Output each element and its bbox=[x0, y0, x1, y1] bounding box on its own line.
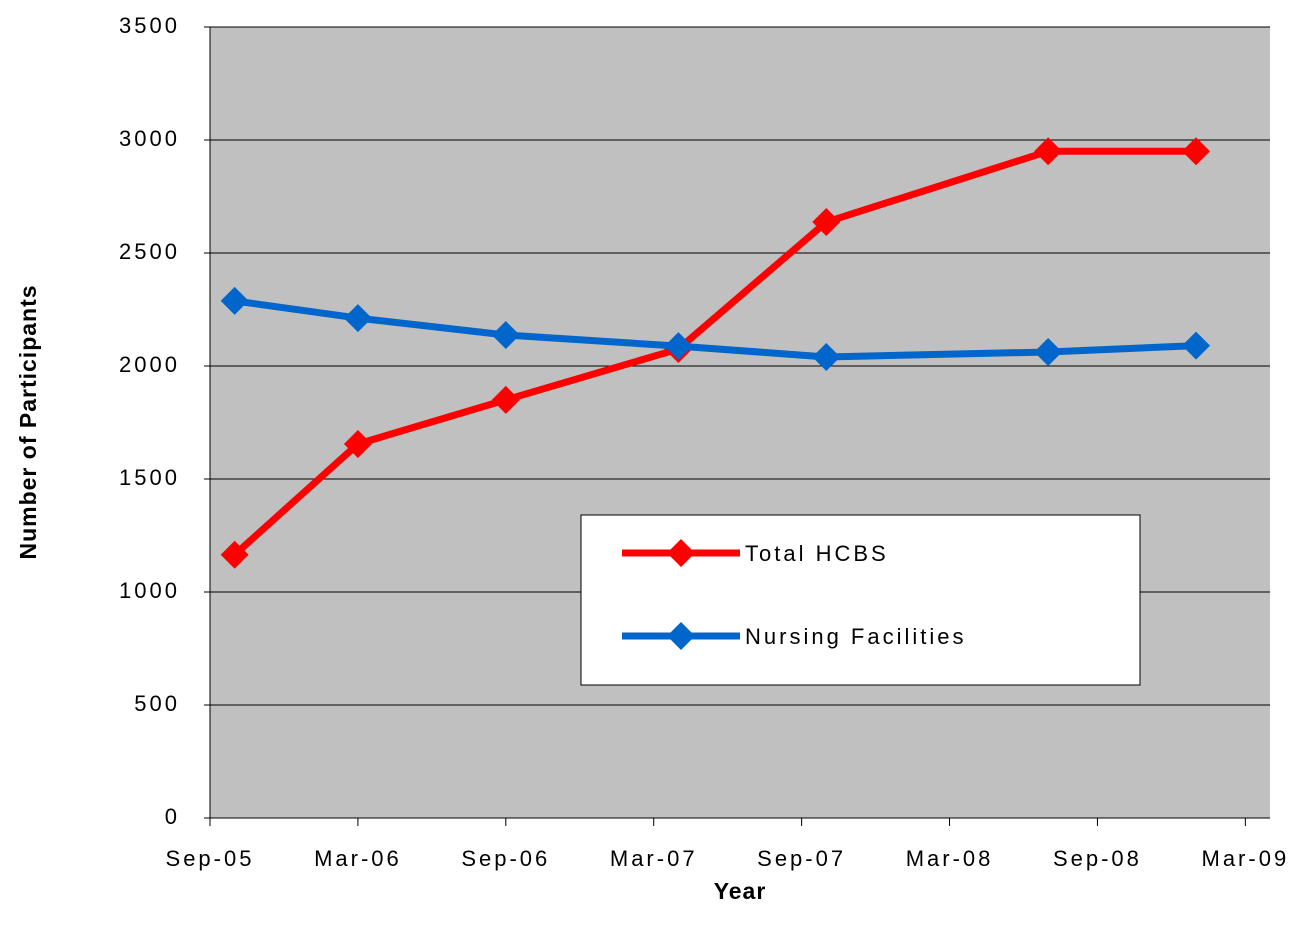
x-tick-label: Mar-07 bbox=[610, 846, 698, 871]
data-point bbox=[1034, 337, 1063, 366]
data-point bbox=[220, 540, 249, 569]
y-tick-label: 2000 bbox=[119, 352, 180, 377]
x-tick-label: Sep-05 bbox=[166, 846, 255, 871]
data-point bbox=[812, 208, 841, 237]
y-tick-label: 3500 bbox=[119, 13, 180, 38]
data-point bbox=[343, 429, 372, 458]
data-point bbox=[491, 321, 520, 350]
y-tick-label: 3000 bbox=[119, 126, 180, 151]
legend-label: Nursing Facilities bbox=[745, 624, 967, 649]
x-tick-label: Sep-06 bbox=[461, 846, 550, 871]
legend-label: Total HCBS bbox=[745, 541, 889, 566]
legend-marker bbox=[667, 622, 695, 650]
data-point bbox=[664, 332, 693, 361]
legend-box bbox=[580, 514, 1141, 686]
x-tick-label: Sep-07 bbox=[757, 846, 846, 871]
plot-area bbox=[210, 27, 1270, 818]
y-tick-label: 2500 bbox=[119, 239, 180, 264]
x-tick-label: Sep-08 bbox=[1053, 846, 1142, 871]
x-axis-title: Year bbox=[714, 878, 767, 904]
y-tick-label: 1000 bbox=[119, 578, 180, 603]
data-point bbox=[812, 342, 841, 371]
data-point bbox=[491, 385, 520, 414]
x-tick-label: Mar-09 bbox=[1202, 846, 1290, 871]
y-tick-label: 1500 bbox=[119, 465, 180, 490]
data-point bbox=[343, 304, 372, 333]
data-point bbox=[1034, 137, 1063, 166]
x-tick-label: Mar-08 bbox=[906, 846, 994, 871]
y-axis-title: Number of Participants bbox=[15, 284, 41, 559]
legend-marker bbox=[667, 539, 695, 567]
data-point bbox=[220, 286, 249, 315]
x-tick-label: Mar-06 bbox=[314, 846, 402, 871]
data-point bbox=[1182, 137, 1211, 166]
y-tick-label: 0 bbox=[165, 804, 180, 829]
y-tick-label: 500 bbox=[134, 691, 180, 716]
data-point bbox=[1182, 331, 1211, 360]
